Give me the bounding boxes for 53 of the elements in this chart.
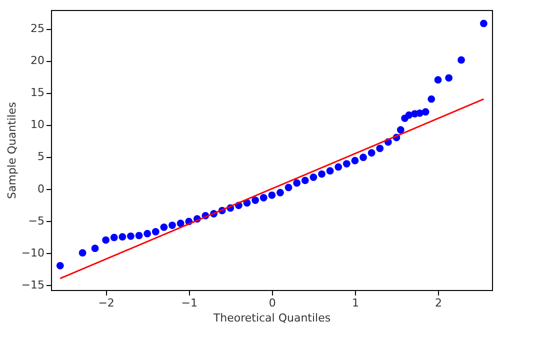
x-tick-label: −1	[181, 296, 198, 310]
x-tick-label: 0	[268, 296, 276, 310]
point	[428, 95, 436, 103]
point	[135, 232, 143, 240]
point	[276, 188, 284, 196]
point	[360, 154, 367, 162]
point	[368, 149, 376, 157]
point	[268, 191, 276, 199]
point	[160, 224, 168, 231]
y-tick-label: 15	[30, 86, 44, 100]
x-tick-label: 1	[352, 296, 359, 310]
point	[416, 109, 424, 117]
point	[168, 222, 176, 229]
point	[310, 174, 318, 181]
point	[252, 196, 260, 204]
point	[118, 233, 126, 241]
point	[376, 144, 384, 152]
point	[102, 236, 110, 244]
point	[293, 179, 301, 187]
point	[152, 228, 160, 236]
x-tick-label: −2	[98, 296, 114, 310]
point	[326, 167, 334, 175]
y-tick-label: −10	[21, 246, 44, 260]
point	[334, 163, 342, 171]
x-axis-title: Theoretical Quantiles	[212, 312, 331, 324]
y-tick-label: 10	[30, 118, 44, 132]
point	[91, 244, 99, 252]
point	[458, 56, 465, 64]
point	[56, 262, 64, 270]
point	[176, 220, 184, 228]
y-tick-label: 20	[30, 54, 44, 68]
point	[260, 194, 268, 202]
point	[342, 160, 350, 168]
y-tick-label: 5	[38, 150, 44, 164]
point	[284, 184, 292, 192]
point	[396, 126, 404, 134]
point	[110, 234, 118, 242]
y-tick-label: 25	[30, 22, 44, 36]
point	[434, 76, 442, 84]
y-axis-title: Sample Quantiles	[5, 102, 18, 200]
point	[422, 108, 430, 116]
point	[351, 156, 359, 164]
point	[480, 20, 488, 28]
y-tick-label: −15	[21, 278, 44, 292]
point	[301, 176, 309, 184]
point	[445, 74, 453, 82]
point	[78, 249, 86, 257]
point	[127, 232, 134, 240]
x-tick-label: 2	[435, 296, 442, 310]
y-tick-label: −5	[28, 214, 44, 228]
point	[144, 230, 152, 238]
y-tick-label: 0	[38, 182, 44, 196]
point	[318, 170, 326, 178]
